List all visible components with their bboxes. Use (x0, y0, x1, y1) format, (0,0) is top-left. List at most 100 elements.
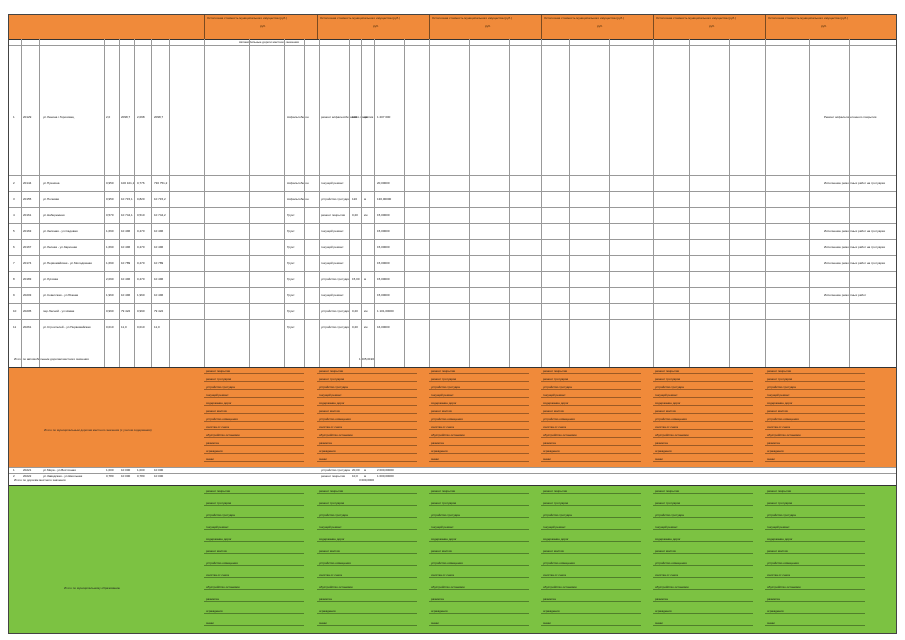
green-band-item: текущий ремонт (541, 525, 641, 530)
row-value-1: 2098,7 (121, 115, 131, 119)
green-band-item: содержание дорог (317, 537, 417, 542)
mid-row-number: 2 (13, 474, 15, 478)
green-band-item-label: ремонт тротуаров (319, 501, 345, 505)
row-value-1: 10 496 (121, 229, 131, 233)
orange-band-item-label: устройство тротуара (319, 385, 348, 389)
row-number: 10 (13, 309, 17, 313)
orange-band-item: знаки (765, 457, 865, 462)
orange-band-item-label: ремонт покрытия (431, 369, 456, 373)
row-cost: 20,00000 (377, 181, 390, 185)
green-band-item-label: обустройство остановок (655, 585, 689, 589)
orange-band-item: содержание дорог (204, 401, 304, 406)
green-band-item-label: содержание дорог (543, 537, 569, 541)
row-value-2: 2,098 (137, 115, 145, 119)
orange-band-item-label: очистка от снега (431, 425, 454, 429)
orange-band-item: ремонт тротуаров (317, 377, 417, 382)
mid-row-value-1: 10 000 (121, 468, 131, 472)
orange-band-item: ремонт покрытия (653, 369, 753, 374)
row-value-3: 10 496 (154, 277, 164, 281)
row-value-2: 0,990 (137, 309, 145, 313)
row-cost: 15,00000 (377, 245, 390, 249)
green-band-item: знаки (541, 621, 641, 626)
row-code: 20161 (23, 213, 32, 217)
orange-band-item-label: текущий ремонт (543, 393, 566, 397)
row-length: 0,950 (106, 197, 114, 201)
row-value-1: 79 422 (121, 309, 131, 313)
orange-band-item: ограждения (653, 449, 753, 454)
row-name: ул.Строителей - ул.Первомайская (43, 325, 91, 329)
green-band-item: содержание дорог (204, 537, 304, 542)
green-band-item: ограждения (204, 609, 304, 614)
green-band-item: содержание дорог (653, 537, 753, 542)
orange-band-item-label: ограждения (767, 449, 784, 453)
green-band-item-label: текущий ремонт (655, 525, 678, 529)
row-value-3: 10 496 (154, 293, 164, 297)
row-remark: Исполнение ремонтных работ на тротуарах (824, 261, 886, 265)
row-number: 4 (13, 213, 15, 217)
header-cell: Остаточная стоимость муниципального имущ… (653, 15, 765, 39)
row-value-1: 11,0 (121, 325, 127, 329)
orange-band-item-label: текущий ремонт (431, 393, 454, 397)
orange-band-item-label: обустройство остановок (543, 433, 577, 437)
orange-band-item-label: ремонт покрытия (206, 369, 231, 373)
mid-table-row: 1 20221 ул.Мира - ул.Восточная 1,000 10 000 1… (9, 467, 896, 473)
green-band-item-label: устройство освещения (543, 561, 575, 565)
grid-line (541, 39, 542, 367)
green-band-item: обустройство остановок (204, 585, 304, 590)
mid-row-code: 20222 (23, 474, 32, 478)
orange-band-item-label: содержание дорог (319, 401, 345, 405)
green-band-item-label: устройство освещения (655, 561, 687, 565)
green-band-item: очистка от снега (653, 573, 753, 578)
orange-band-item: ремонт покрытия (765, 369, 865, 374)
row-unit: м (364, 197, 367, 201)
orange-band-item-label: ограждения (543, 449, 560, 453)
green-band-item: устройство тротуара (317, 513, 417, 518)
green-band-item-label: ремонт покрытия (206, 489, 231, 493)
green-band-item: текущий ремонт (429, 525, 529, 530)
grid-line (204, 39, 205, 367)
row-value-2: 0,470 (137, 277, 145, 281)
green-band-item-label: очистка от снега (543, 573, 566, 577)
orange-band-item: ремонт тротуаров (429, 377, 529, 382)
green-band-item-label: ремонт тротуаров (543, 501, 569, 505)
orange-band-item: очистка от снега (653, 425, 753, 430)
orange-band-item-label: ремонт мостов (767, 409, 788, 413)
grid-line (609, 39, 610, 367)
mid-total: 3 000,0000 (359, 478, 375, 482)
row-cost: 1 101,00000 (377, 309, 394, 313)
green-band-item-label: устройство тротуара (655, 513, 684, 517)
row-number: 1 (13, 115, 15, 119)
grid-line (374, 39, 375, 367)
orange-band-item-label: ремонт покрытия (655, 369, 680, 373)
green-band-item: разметка (204, 597, 304, 602)
orange-band-item: содержание дорог (317, 401, 417, 406)
green-band-item-label: устройство тротуара (319, 513, 348, 517)
row-cost: 16,00000 (377, 325, 390, 329)
orange-band-item-label: ремонт мостов (431, 409, 452, 413)
mid-row-cost: 2 000,00000 (377, 468, 394, 472)
green-band-item: ремонт тротуаров (765, 501, 865, 506)
mid-row-work-item: ремонт покрытия (321, 474, 346, 478)
mid-row-number: 1 (13, 468, 15, 472)
row-value-1: 10 744,1 (121, 213, 133, 217)
green-band-item-label: разметка (655, 597, 668, 601)
header-cell-label: Остаточная стоимость муниципального имущ… (207, 16, 288, 20)
green-band-item: ремонт покрытия (765, 489, 865, 494)
row-code: 20155 (23, 197, 32, 201)
orange-band-item-label: разметка (206, 441, 219, 445)
green-band-item-label: ремонт тротуаров (206, 501, 232, 505)
orange-band-item: ремонт тротуаров (541, 377, 641, 382)
green-band-item: разметка (541, 597, 641, 602)
green-band-item-label: разметка (543, 597, 556, 601)
green-band-item-label: обустройство остановок (543, 585, 577, 589)
grid-line (653, 39, 654, 367)
row-name: ул.Полевая (43, 197, 60, 201)
grid-line (849, 39, 850, 367)
orange-band-item: текущий ремонт (204, 393, 304, 398)
header-cell-label: Остаточная стоимость муниципального имущ… (768, 16, 849, 20)
orange-band-item-label: устройство тротуара (543, 385, 572, 389)
orange-band-item: обустройство остановок (653, 433, 753, 438)
mid-row-value-1: 10 000 (121, 474, 131, 478)
green-band-title: Итого по муниципальному образованию (64, 586, 121, 590)
row-value-3: 10 715,2 (154, 197, 166, 201)
